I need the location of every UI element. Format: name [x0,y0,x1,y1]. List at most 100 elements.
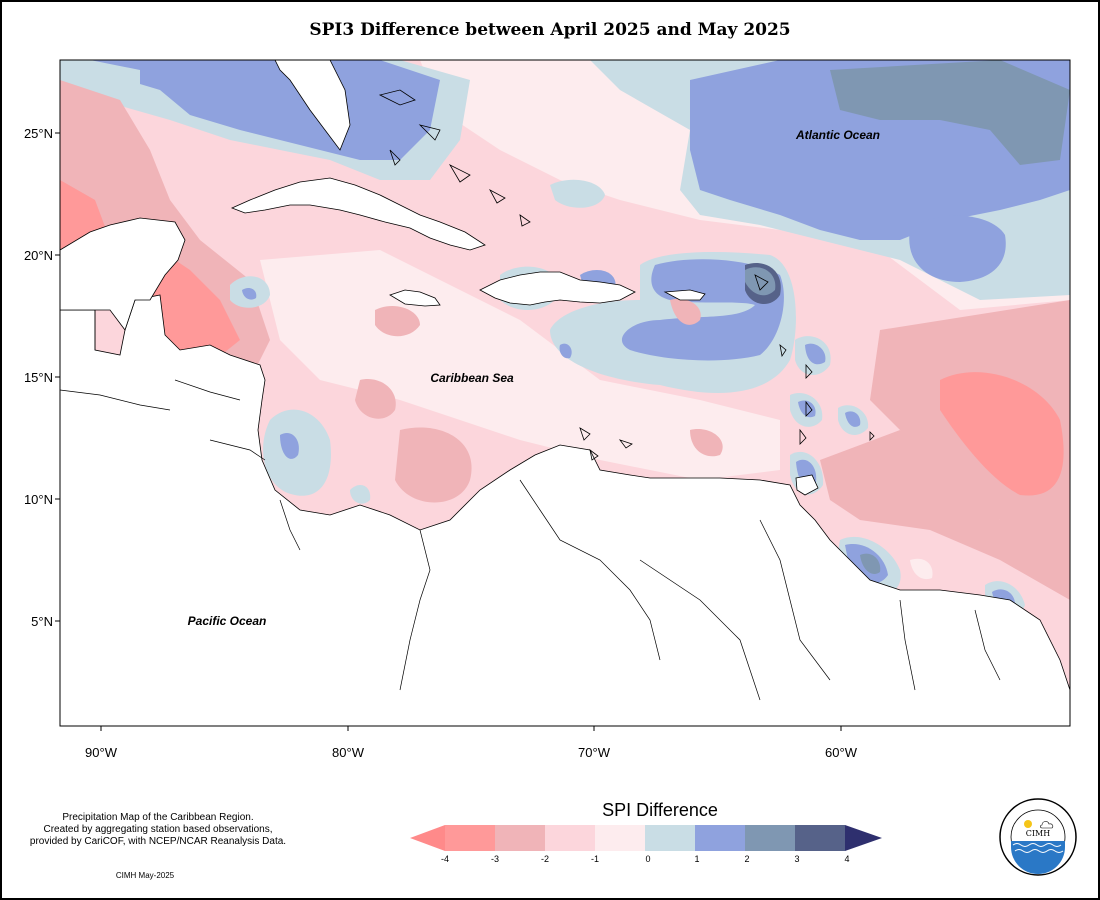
land-florida [274,60,351,151]
field-wet-leeward [621,259,784,361]
land-yucatan [60,217,186,331]
field-wet-bahamas [90,60,440,160]
land-puertorico [663,289,706,301]
island-bahamas1 [378,89,416,106]
legend-bin [495,825,545,851]
legend-tick: -1 [591,854,599,864]
small-islands [378,89,875,461]
field-moddry-guiana-sea [820,430,1070,600]
legend-arrow-left [410,825,445,851]
credits-date: CIMH May-2025 [115,871,175,880]
island-caicos [519,214,531,227]
y-tick-label: 25°N [24,126,53,141]
legend-tick: 2 [744,854,749,864]
legend-tick: 4 [844,854,849,864]
sun-icon [1024,820,1032,828]
legend-tick: -3 [491,854,499,864]
island-stlucia [805,400,813,417]
country-borders [59,310,1001,701]
border-guatemala-south [59,389,171,411]
land-layer [60,60,1070,726]
y-tick-label: 20°N [24,248,53,263]
border-honduras [174,379,241,401]
field-wet-stvincent [798,400,816,418]
legend-bin [595,825,645,851]
legend-bin [645,825,695,851]
island-grenada [799,428,807,445]
field-moddry-pr [670,298,701,325]
label-atlantic-ocean: Atlantic Ocean [795,128,880,142]
legend-bin [745,825,795,851]
land-hispaniola [479,271,636,306]
legend-bin [545,825,595,851]
border-suriname-fg [974,609,1001,681]
legend-bin [445,825,495,851]
credits-line: Created by aggregating station based obs… [43,824,273,835]
legend-tick: 1 [694,854,699,864]
y-tick-label: 10°N [24,492,53,507]
border-guyana-suriname [899,599,916,691]
field-moddry-caribbean1 [395,427,472,503]
field-strongwet-atlantic [830,60,1070,165]
legend-colorbar: -4 -3 -2 -1 0 1 2 3 4 [410,825,882,864]
y-axis: 25°N 20°N 15°N 10°N 5°N [24,126,60,629]
field-wet-small [559,343,572,359]
y-tick-label: 5°N [31,614,53,629]
x-tick-label: 80°W [332,745,365,760]
x-tick-label: 60°W [825,745,858,760]
island-bahamas4 [448,164,471,183]
border-nicaragua [209,439,266,461]
island-aruba [579,427,591,441]
logo-name: CIMH [1026,829,1050,838]
x-tick-label: 70°W [578,745,611,760]
label-caribbean-sea: Caribbean Sea [430,371,514,385]
field-strongwet-guyana [860,553,881,575]
field-wet-cayman [242,287,257,300]
field-wet-barbados [845,411,861,427]
legend-tick: 0 [645,854,650,864]
island-antigua [754,274,769,291]
x-axis: 90°W 80°W 70°W 60°W [85,726,858,760]
field-wet-atlantic2 [909,215,1006,282]
credits-line: Precipitation Map of the Caribbean Regio… [62,812,254,823]
field-moddry-caribbean2 [355,379,396,419]
island-barbados [869,431,875,441]
border-colombia-pacific [399,529,431,691]
field-moddry-caribbean4 [690,429,723,457]
cimh-logo: CIMH [999,798,1077,876]
border-colombia-venezuela [519,479,661,661]
island-martinique [805,363,813,379]
x-tick-label: 90°W [85,745,118,760]
field-moddry-caribbean3 [375,305,420,337]
legend-title: SPI Difference [602,800,718,820]
credits-line: provided by CariCOF, with NCEP/NCAR Rean… [29,836,287,847]
field-slightwet-panama [350,485,371,504]
legend-bin [695,825,745,851]
field-strongdry-east [940,372,1064,496]
land-jamaica [389,289,441,307]
y-tick-label: 15°N [24,370,53,385]
border-venezuela-guyana [759,519,831,681]
cloud-icon [1040,821,1054,829]
border-costarica [279,499,301,551]
legend-tick: -4 [441,854,449,864]
legend-arrow-right [845,825,882,851]
field-strongwet-leeward [745,267,776,296]
legend-tick: 3 [794,854,799,864]
field-wet-dominica [805,343,826,365]
island-curacao [589,449,599,461]
island-bahamas2 [418,124,441,141]
land-trinidad [795,474,819,496]
legend-tick: -2 [541,854,549,864]
label-pacific-ocean: Pacific Ocean [188,614,267,628]
map-border [59,59,1071,727]
land-cuba [230,177,486,251]
border-venezuela-brazil [639,559,761,701]
land-south-america-central [60,294,1070,726]
field-slightwet-bahamas-s [550,179,605,208]
field-neutral-guyana [910,558,933,580]
island-bonaire [618,439,633,449]
credits-block: Precipitation Map of the Caribbean Regio… [8,812,308,848]
island-turks [489,189,506,204]
